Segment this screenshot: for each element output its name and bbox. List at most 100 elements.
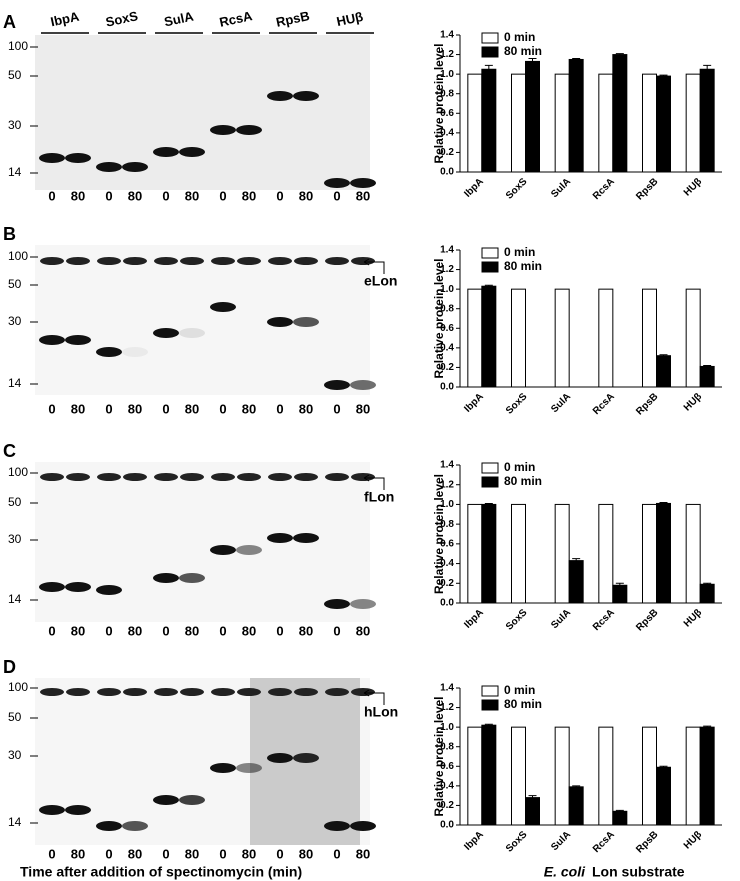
y-tick-label: 1.2 (440, 264, 454, 275)
band (65, 335, 91, 345)
x-tick-label: SulA (549, 829, 573, 853)
bar (656, 355, 671, 388)
lon-band (40, 257, 64, 265)
error-bar (703, 725, 712, 728)
band (324, 178, 350, 188)
lane-label: 0 (48, 401, 55, 416)
lon-band (351, 473, 375, 481)
lane-label: 80 (299, 846, 313, 861)
organism-label: E. coli (544, 864, 586, 880)
lon-band (66, 473, 90, 481)
marker-label: 14 (8, 376, 22, 390)
lon-band (180, 473, 204, 481)
band (324, 599, 350, 609)
bar (467, 726, 483, 826)
y-tick-label: 0.2 (440, 800, 454, 811)
lon-band (97, 473, 121, 481)
lon-band (66, 257, 90, 265)
error-bar (484, 723, 493, 726)
error-bar (703, 364, 712, 367)
lon-band (268, 473, 292, 481)
band (153, 328, 179, 338)
lane-label: 80 (299, 401, 313, 416)
band (179, 573, 205, 583)
error-bar (615, 582, 624, 586)
lane-label: 80 (128, 401, 142, 416)
y-tick-label: 0.6 (440, 761, 454, 772)
lane-label: 0 (333, 401, 340, 416)
band (350, 178, 376, 188)
lane-label: 0 (333, 846, 340, 861)
y-tick-label: 1.0 (440, 499, 454, 510)
legend-swatch (481, 247, 499, 259)
lane-label: 0 (219, 188, 226, 203)
blot-background (35, 245, 370, 395)
lane-label: 80 (71, 188, 85, 203)
band (153, 573, 179, 583)
bar (568, 786, 584, 826)
band (179, 795, 205, 805)
band (153, 147, 179, 157)
lane-label: 0 (333, 623, 340, 638)
lane-label: 80 (242, 401, 256, 416)
bar (598, 726, 614, 826)
x-tick-label: IbpA (462, 829, 485, 852)
lon-band (180, 257, 204, 265)
bar (642, 503, 657, 604)
lane-label: 0 (105, 188, 112, 203)
band (179, 147, 205, 157)
lon-band (268, 257, 292, 265)
bar (511, 503, 526, 604)
bar (598, 288, 614, 388)
marker-label: 50 (8, 710, 22, 724)
lon-band (211, 473, 235, 481)
band (210, 545, 236, 555)
time-label: Time after addition of spectinomycin (mi… (20, 864, 302, 880)
marker-label: 50 (8, 495, 22, 509)
bar (699, 68, 715, 173)
lane-label: 80 (242, 846, 256, 861)
y-tick-label: 0.0 (440, 598, 454, 609)
lane-label: 0 (219, 401, 226, 416)
lon-band (180, 688, 204, 696)
x-tick-label: IbpA (462, 391, 485, 414)
x-tick-label: SoxS (504, 829, 530, 855)
lon-band (325, 257, 349, 265)
bar (598, 503, 614, 604)
band (122, 821, 148, 831)
error-bar (703, 64, 712, 70)
bar (568, 58, 584, 173)
y-axis-label: Relative protein level (432, 474, 446, 594)
bar (642, 726, 657, 826)
y-tick-label: 0.6 (440, 108, 454, 119)
lon-band (211, 688, 235, 696)
lon-band (268, 688, 292, 696)
lane-label: 0 (162, 188, 169, 203)
lane-label: 0 (276, 846, 283, 861)
bar (598, 73, 614, 173)
band (350, 821, 376, 831)
band (236, 125, 262, 135)
lane-label: 80 (128, 188, 142, 203)
legend-label: 80 min (504, 474, 542, 488)
x-tick-label: SulA (549, 176, 573, 200)
band (96, 162, 122, 172)
error-bar (659, 501, 668, 504)
y-tick-label: 0.0 (440, 167, 454, 178)
lon-band (294, 473, 318, 481)
y-tick-label: 0.6 (440, 323, 454, 334)
bar (525, 797, 540, 826)
y-tick-label: 1.0 (440, 69, 454, 80)
lon-band (123, 688, 147, 696)
protein-label: HUβ (335, 9, 364, 29)
band (350, 380, 376, 390)
band (293, 533, 319, 543)
y-tick-label: 0.4 (440, 780, 454, 791)
y-tick-label: 0.4 (440, 342, 454, 353)
y-tick-label: 1.4 (440, 30, 454, 41)
y-axis-label: Relative protein level (432, 696, 446, 816)
y-tick-label: 0.2 (440, 147, 454, 158)
bar (685, 726, 701, 826)
y-tick-label: 1.2 (440, 479, 454, 490)
bar (467, 288, 483, 388)
